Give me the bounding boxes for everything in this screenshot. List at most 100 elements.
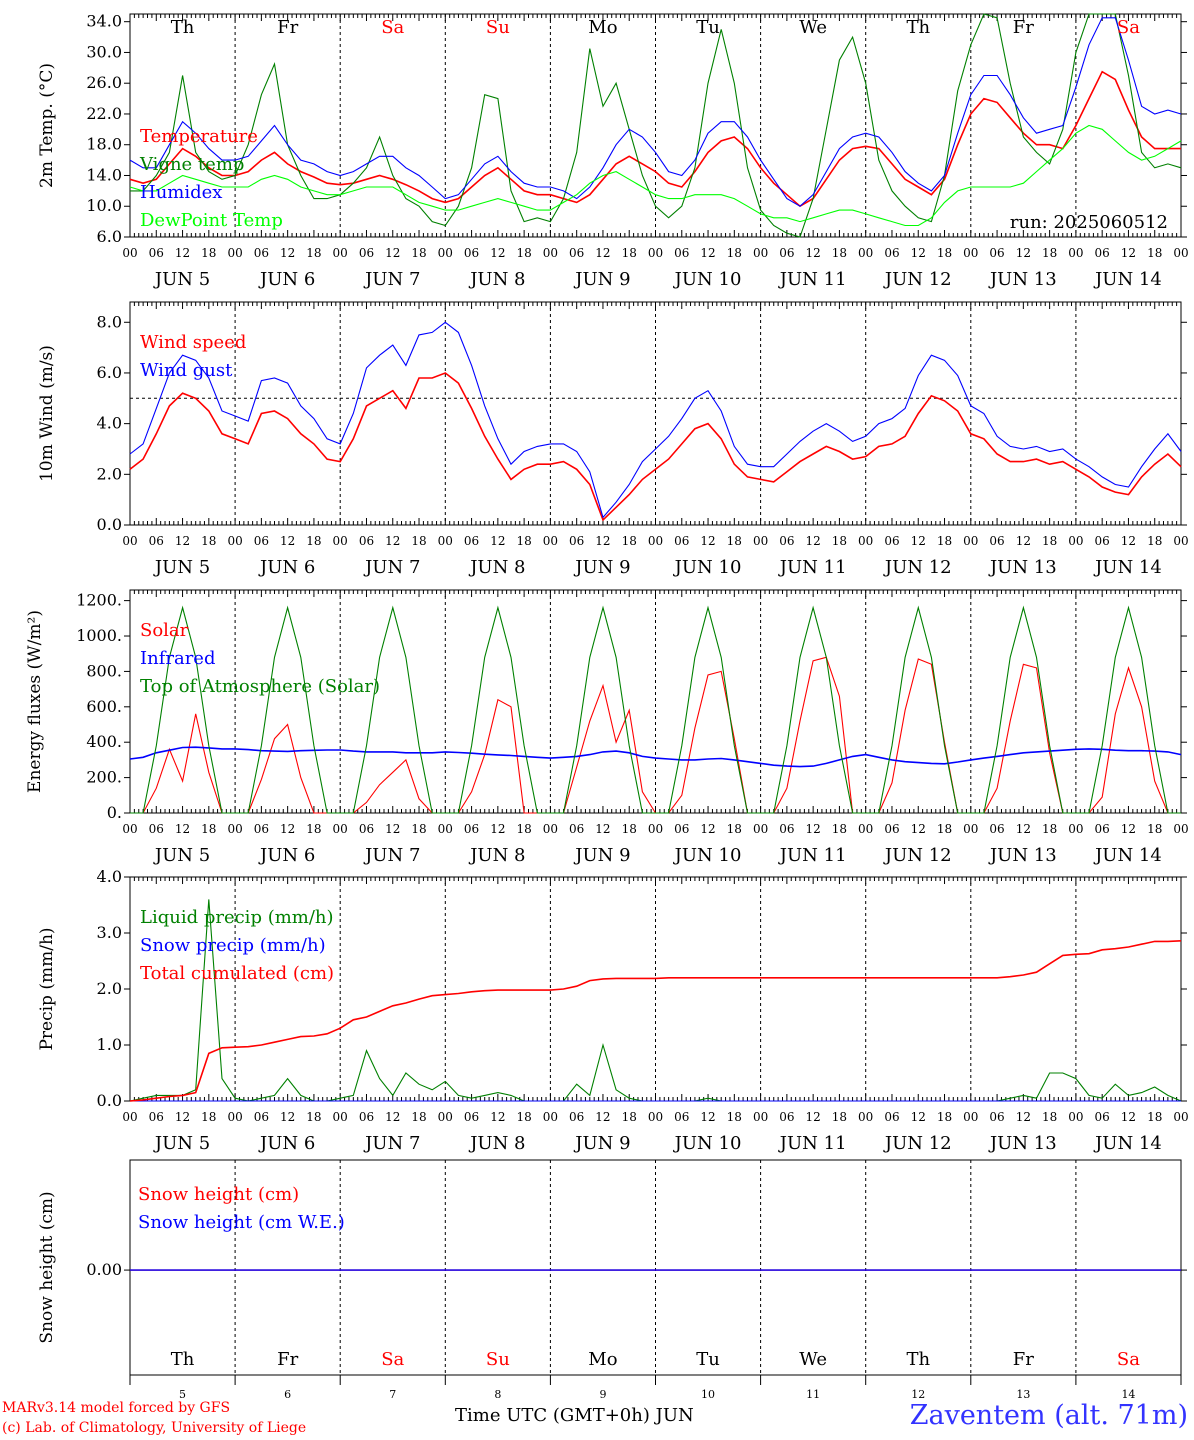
hour-tick-label: 12	[806, 246, 821, 260]
date-label: JUN 10	[673, 557, 742, 578]
y-tick-label: 26.0	[86, 73, 122, 92]
date-number: 11	[806, 1388, 820, 1401]
hour-tick-label: 18	[1147, 822, 1162, 836]
hour-tick-label: 06	[1095, 534, 1110, 548]
hour-tick-label: 18	[937, 246, 952, 260]
hour-tick-label: 12	[911, 246, 926, 260]
y-axis-label: Precip (mm/h)	[37, 927, 57, 1050]
legend-entry: Wind speed	[140, 332, 246, 353]
weekday-label: Sa	[1117, 17, 1140, 38]
hour-tick-label: 00	[963, 246, 978, 260]
hour-tick-label: 06	[779, 1110, 794, 1124]
hour-tick-label: 18	[411, 534, 426, 548]
hour-tick-label: 18	[1147, 1110, 1162, 1124]
hour-tick-label: 00	[1173, 822, 1188, 836]
hour-tick-label: 00	[858, 246, 873, 260]
date-number: 8	[494, 1388, 501, 1401]
date-number: 13	[1016, 1388, 1030, 1401]
y-tick-label: 0.0	[97, 515, 122, 534]
date-label: JUN 12	[883, 269, 952, 290]
hour-tick-label: 18	[516, 1110, 531, 1124]
hour-tick-label: 12	[280, 246, 295, 260]
hour-tick-label: 00	[122, 534, 137, 548]
legend-entry: Infrared	[140, 648, 215, 669]
hour-tick-label: 00	[227, 534, 242, 548]
weekday-label: Th	[906, 1349, 930, 1370]
hour-tick-label: 18	[832, 1110, 847, 1124]
hour-tick-label: 06	[779, 246, 794, 260]
hour-tick-label: 00	[753, 822, 768, 836]
date-label: JUN 14	[1093, 557, 1162, 578]
hour-tick-label: 18	[201, 822, 216, 836]
date-label: JUN 6	[258, 269, 315, 290]
hour-tick-label: 12	[700, 246, 715, 260]
hour-tick-label: 06	[359, 1110, 374, 1124]
hour-tick-label: 00	[333, 246, 348, 260]
legend-entry: Liquid precip (mm/h)	[140, 907, 334, 928]
date-label: JUN 12	[883, 557, 952, 578]
weekday-label: Th	[171, 17, 195, 38]
hour-tick-label: 12	[1016, 246, 1031, 260]
hour-tick-label: 00	[227, 246, 242, 260]
hour-tick-label: 00	[1173, 534, 1188, 548]
hour-tick-label: 12	[175, 1110, 190, 1124]
run-label: run: 2025060512	[1010, 212, 1168, 233]
hour-tick-label: 18	[1042, 246, 1057, 260]
date-number: 14	[1121, 1388, 1135, 1401]
hour-tick-label: 06	[779, 822, 794, 836]
y-tick-label: 8.0	[97, 312, 122, 331]
model-credit: MARv3.14 model forced by GFS	[2, 1400, 231, 1416]
hour-tick-label: 00	[963, 534, 978, 548]
hour-tick-label: 18	[1147, 246, 1162, 260]
y-tick-label: 4.0	[97, 867, 122, 886]
hour-tick-label: 06	[779, 534, 794, 548]
hour-tick-label: 12	[1121, 1110, 1136, 1124]
hour-tick-label: 18	[727, 246, 742, 260]
weekday-label: Tu	[696, 17, 720, 38]
hour-tick-label: 00	[963, 822, 978, 836]
lab-credit: (c) Lab. of Climatology, University of L…	[2, 1420, 307, 1436]
hour-tick-label: 12	[280, 534, 295, 548]
weekday-label: Th	[906, 17, 930, 38]
hour-tick-label: 06	[674, 1110, 689, 1124]
weekday-label: Fr	[277, 17, 298, 38]
date-label: JUN 9	[573, 269, 630, 290]
x-axis-label: Time UTC (GMT+0h)	[455, 1405, 650, 1426]
date-label: JUN 11	[778, 845, 847, 866]
hour-tick-label: 00	[648, 246, 663, 260]
y-tick-label: 4.0	[97, 414, 122, 433]
hour-tick-label: 06	[569, 1110, 584, 1124]
hour-tick-label: 18	[1147, 534, 1162, 548]
hour-tick-label: 06	[1095, 1110, 1110, 1124]
y-tick-label: 22.0	[86, 104, 122, 123]
hour-tick-label: 12	[700, 822, 715, 836]
weekday-label: Fr	[1013, 1349, 1034, 1370]
hour-tick-label: 06	[1095, 246, 1110, 260]
hour-tick-label: 06	[359, 534, 374, 548]
plot-frame	[129, 589, 1182, 814]
date-label: JUN 14	[1093, 1133, 1162, 1154]
date-label: JUN 6	[258, 557, 315, 578]
hour-tick-label: 18	[201, 1110, 216, 1124]
date-label: JUN 6	[258, 1133, 315, 1154]
hour-tick-label: 18	[306, 246, 321, 260]
hour-tick-label: 00	[1068, 534, 1083, 548]
series-line	[130, 605, 1181, 814]
y-tick-label: 6.0	[97, 227, 122, 246]
hour-tick-label: 12	[806, 822, 821, 836]
date-label: JUN 13	[988, 557, 1057, 578]
hour-tick-label: 18	[516, 246, 531, 260]
date-label: JUN 10	[673, 845, 742, 866]
hour-tick-label: 00	[122, 246, 137, 260]
legend-entry: DewPoint Temp	[140, 210, 283, 231]
y-axis-label: 10m Wind (m/s)	[37, 345, 57, 482]
y-axis-label: Snow height (cm)	[37, 1191, 57, 1343]
hour-tick-label: 12	[490, 246, 505, 260]
legend-entry: Top of Atmosphere (Solar)	[140, 676, 380, 697]
hour-tick-label: 12	[175, 246, 190, 260]
hour-tick-label: 12	[700, 1110, 715, 1124]
y-tick-label: 2.0	[97, 464, 122, 483]
hour-tick-label: 18	[201, 534, 216, 548]
hour-tick-label: 00	[858, 822, 873, 836]
date-label: JUN 7	[363, 269, 420, 290]
